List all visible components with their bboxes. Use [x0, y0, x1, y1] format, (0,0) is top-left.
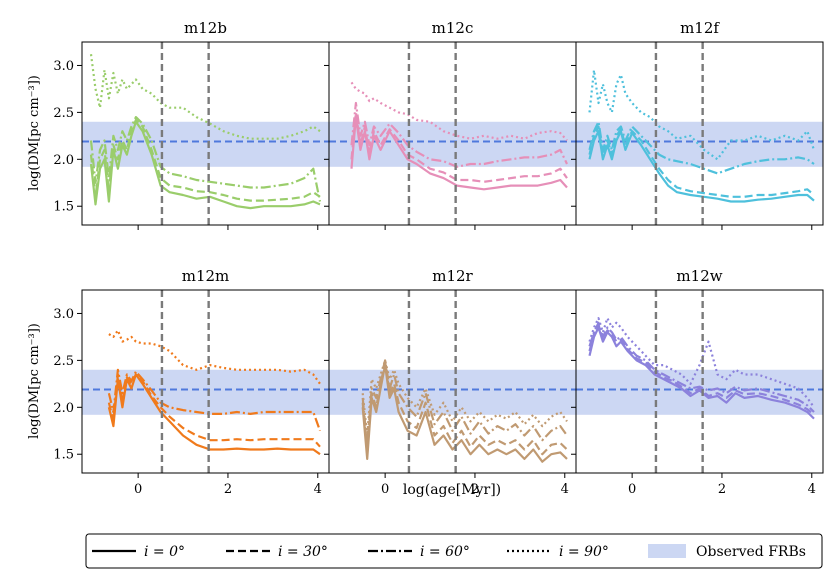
panel-m12b: 1.5 2.0 2.5 3.0 m12b: [53, 19, 330, 230]
panel-plot-area: [82, 290, 329, 473]
legend-label-i30: i = 30°: [278, 544, 328, 560]
panel-plot-area: [329, 290, 576, 473]
y-tick-label: 2.5: [53, 106, 74, 121]
axes-frame: [575, 289, 824, 474]
series-line-i30: [89, 118, 321, 202]
panel-title: m12m: [182, 267, 230, 285]
legend: i = 0° i = 30° i = 60° i = 90° Observed …: [85, 533, 823, 569]
series-line-i60: [350, 101, 568, 168]
series-line-i0: [588, 326, 815, 420]
series-line-i0: [89, 120, 321, 210]
x-tick-label: 2: [471, 482, 479, 497]
series-line-i60: [588, 321, 815, 413]
y-tick-label: 2.0: [53, 153, 74, 168]
y-axis-label-bottom: log(DM[pc cm⁻³]): [27, 323, 42, 439]
panel-title: m12f: [680, 19, 720, 37]
series-line-i30: [588, 125, 815, 198]
series-line-i90: [588, 69, 816, 161]
series-line-i30: [588, 323, 815, 416]
observed-frb-band: [329, 369, 576, 415]
panel-m12m: 0 2 4 1.5 2.0 2.5 3.0 m12m: [53, 267, 330, 497]
panel-plot-area: [329, 42, 576, 225]
panel-m12c: m12c: [324, 19, 577, 230]
x-tick-label: 2: [718, 482, 726, 497]
panel-title: m12w: [676, 267, 722, 285]
y-tick-label: 1.5: [53, 448, 74, 463]
y-tick-label: 3.0: [53, 59, 74, 74]
series-line-i30: [350, 111, 568, 183]
panels: 1.5 2.0 2.5 3.0 m12b m12c m12f 0 2 4 1.5 2.0 2.5 3.0 m…: [53, 19, 824, 497]
x-tick-label: 4: [314, 482, 322, 497]
axes-frame: [575, 41, 824, 226]
panel-m12f: m12f: [571, 19, 824, 230]
panel-plot-area: [576, 42, 823, 225]
panel-title: m12r: [432, 267, 473, 285]
panel-plot-area: [82, 42, 329, 225]
y-tick-label: 2.5: [53, 354, 74, 369]
legend-label-frb: Observed FRBs: [696, 544, 806, 560]
panel-m12w: 0 2 4 m12w: [571, 267, 824, 497]
panel-title: m12c: [432, 19, 474, 37]
series-line-i90: [108, 329, 321, 385]
legend-label-i0: i = 0°: [144, 544, 185, 560]
series-line-i60: [89, 116, 322, 202]
series-line-i60: [361, 359, 568, 446]
x-axis-label: log(age[Myr]): [403, 482, 501, 498]
series-line-i90: [361, 359, 568, 437]
observed-frb-band: [576, 369, 823, 415]
legend-swatch-frb: [648, 544, 686, 558]
x-tick-label: 0: [134, 482, 142, 497]
panel-title: m12b: [184, 19, 227, 37]
legend-label-i60: i = 60°: [420, 544, 470, 560]
series-line-i30: [107, 373, 321, 448]
y-axis-label-top: log(DM[pc cm⁻³]): [27, 75, 42, 191]
legend-label-i90: i = 90°: [559, 544, 609, 560]
panel-m12r: 0 2 4 m12r: [324, 267, 577, 497]
y-tick-label: 3.0: [53, 307, 74, 322]
series-line-i0: [588, 130, 815, 203]
legend-frame: [85, 533, 823, 569]
x-tick-label: 4: [561, 482, 569, 497]
x-tick-label: 0: [628, 482, 636, 497]
x-tick-label: 2: [224, 482, 232, 497]
y-tick-label: 2.0: [53, 401, 74, 416]
y-tick-label: 1.5: [53, 200, 74, 215]
series-line-i90: [89, 54, 321, 140]
x-tick-label: 0: [381, 482, 389, 497]
panel-plot-area: [576, 290, 823, 473]
series-line-i60: [588, 120, 815, 175]
series-line-i60: [107, 368, 322, 432]
x-tick-label: 4: [808, 482, 816, 497]
